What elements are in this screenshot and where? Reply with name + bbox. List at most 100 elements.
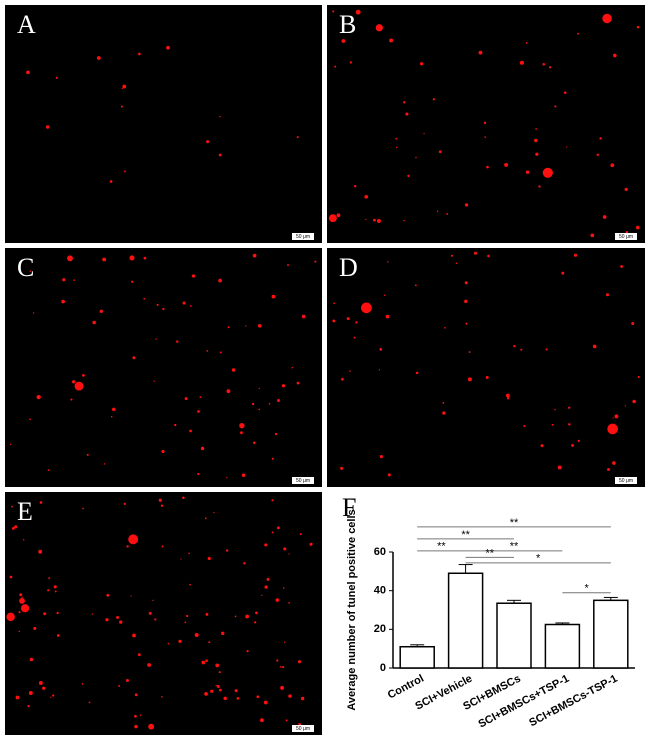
cell-spot xyxy=(450,254,453,257)
cell-spot xyxy=(156,303,159,306)
cell-spot xyxy=(468,351,471,353)
cell-spot xyxy=(120,105,123,108)
cell-spot xyxy=(19,598,25,604)
cell-spot xyxy=(45,125,50,129)
cell-spot xyxy=(385,314,390,319)
cell-spot xyxy=(36,394,41,400)
cell-spot xyxy=(271,499,274,502)
cell-spot xyxy=(129,255,135,261)
cell-spot xyxy=(328,214,337,223)
cell-spot xyxy=(486,165,489,169)
cell-spot xyxy=(274,432,278,436)
cell-spot xyxy=(263,700,268,705)
cell-spot xyxy=(590,233,595,238)
cell-spot xyxy=(465,322,468,325)
cell-spot xyxy=(91,613,94,615)
cell-spot xyxy=(407,174,410,178)
cell-spot xyxy=(287,264,289,267)
cell-spot xyxy=(283,587,285,589)
cell-spot xyxy=(102,257,107,262)
cell-spot xyxy=(112,407,116,412)
cell-spot xyxy=(632,399,636,404)
cell-spot xyxy=(219,351,222,354)
cell-spot xyxy=(11,526,15,530)
cell-spot xyxy=(271,457,274,460)
cell-spot xyxy=(128,534,139,545)
cell-spot xyxy=(255,611,258,615)
cell-spot xyxy=(561,271,565,275)
cell-spot xyxy=(332,319,336,323)
cell-spot xyxy=(6,612,15,622)
cell-spot xyxy=(210,689,214,693)
cell-spot xyxy=(19,593,23,597)
cell-spot xyxy=(109,180,113,183)
cell-spot xyxy=(484,136,487,138)
cell-spot xyxy=(236,697,240,700)
cell-spot xyxy=(105,618,109,622)
cell-spot xyxy=(61,299,65,304)
cell-spot xyxy=(73,279,75,281)
cell-spot xyxy=(554,408,556,411)
cell-spot xyxy=(28,691,33,695)
cell-spot xyxy=(38,549,43,554)
cell-spot xyxy=(485,375,489,379)
cell-spot xyxy=(82,507,84,510)
cell-spot xyxy=(205,612,209,616)
micrograph xyxy=(5,248,322,487)
cell-spot xyxy=(231,368,236,372)
cell-spot xyxy=(513,344,516,348)
cell-spot xyxy=(376,219,381,223)
cell-spot xyxy=(297,660,302,664)
cell-spot xyxy=(277,399,280,402)
cell-spot xyxy=(545,348,548,351)
cell-spot xyxy=(419,62,424,66)
y-tick-label: 40 xyxy=(374,585,386,597)
cell-spot xyxy=(116,615,120,619)
cell-spot xyxy=(365,218,367,221)
cell-spot xyxy=(612,461,616,465)
cell-spot xyxy=(239,422,245,429)
cell-spot xyxy=(602,13,612,24)
micrograph xyxy=(5,492,322,735)
cell-spot xyxy=(134,724,138,729)
scale-bar-label: 50 μm xyxy=(296,234,310,240)
cell-spot xyxy=(161,449,165,454)
cell-spot xyxy=(525,41,528,44)
cell-spot xyxy=(52,694,55,697)
cell-spot xyxy=(253,441,256,445)
cell-spot xyxy=(180,558,182,560)
cell-spot xyxy=(96,56,101,60)
cell-spot xyxy=(624,187,628,192)
cell-spot xyxy=(223,696,227,701)
cell-spot xyxy=(301,314,306,319)
cell-spot xyxy=(467,377,472,382)
cell-spot xyxy=(264,543,268,547)
cell-spot xyxy=(106,593,110,597)
cell-spot xyxy=(251,402,255,406)
cell-spot xyxy=(631,321,635,325)
cell-spot xyxy=(275,598,280,602)
cell-spot xyxy=(118,684,121,687)
cell-spot xyxy=(131,280,134,283)
cell-spot xyxy=(548,66,552,69)
cell-spot xyxy=(176,340,179,343)
cell-spot xyxy=(612,417,614,419)
cell-spot xyxy=(110,415,113,418)
cell-spot xyxy=(82,374,85,377)
cell-spot xyxy=(178,639,182,644)
cell-spot xyxy=(254,621,257,624)
cell-spot xyxy=(147,663,151,667)
scale-bar-box xyxy=(292,477,314,484)
cell-spot xyxy=(143,297,146,300)
cell-spot xyxy=(32,312,35,314)
cell-spot xyxy=(373,218,376,222)
cell-spot xyxy=(505,393,510,398)
cell-spot xyxy=(9,575,13,579)
cell-spot xyxy=(455,262,458,265)
cell-spot xyxy=(299,533,302,536)
cell-spot xyxy=(592,344,597,349)
cell-spot xyxy=(353,185,357,188)
cell-spot xyxy=(542,62,546,66)
cell-spot xyxy=(20,604,30,613)
cell-spot xyxy=(298,722,302,726)
